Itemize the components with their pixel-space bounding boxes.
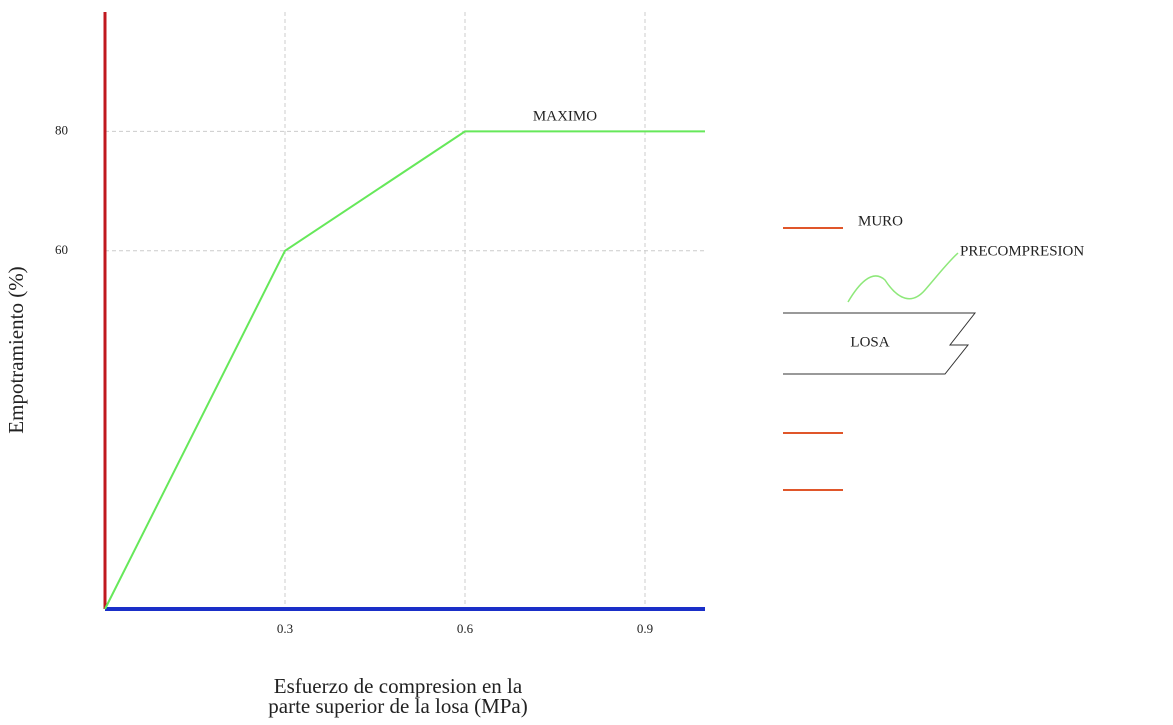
x-tick-label: 0.9 bbox=[637, 621, 653, 636]
diagram: MURO PRECOMPRESION LOSA bbox=[783, 213, 1084, 490]
prestress-curve bbox=[848, 253, 958, 302]
wall-label: MURO bbox=[858, 213, 903, 229]
x-tick-label: 0.6 bbox=[457, 621, 474, 636]
x-axis-label: parte superior de la losa (MPa) bbox=[268, 694, 528, 718]
slab-label: LOSA bbox=[850, 334, 889, 350]
y-axis-label: Empotramiento (%) bbox=[4, 266, 28, 433]
annotation: MAXIMO bbox=[533, 108, 597, 124]
y-tick-label: 60 bbox=[55, 242, 68, 257]
prestress-label: PRECOMPRESION bbox=[960, 243, 1084, 259]
x-tick-label: 0.3 bbox=[277, 621, 293, 636]
chart: Empotramiento (%) Esfuerzo de compresion… bbox=[0, 0, 1173, 725]
y-tick-label: 80 bbox=[55, 122, 68, 137]
data-line bbox=[105, 131, 705, 609]
